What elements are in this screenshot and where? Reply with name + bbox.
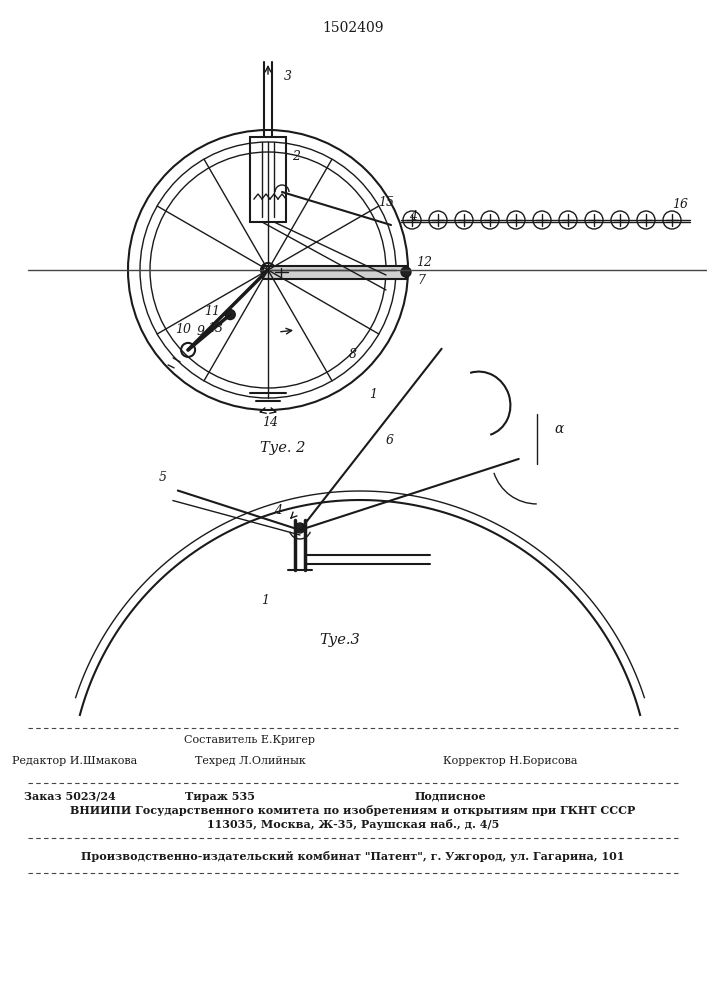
Text: Корректор Н.Борисова: Корректор Н.Борисова: [443, 756, 577, 766]
Bar: [250, 137, 286, 222]
Text: 1502409: 1502409: [322, 21, 384, 35]
Text: 16: 16: [672, 198, 688, 212]
Text: α: α: [554, 422, 563, 436]
Text: 13: 13: [207, 322, 223, 335]
Circle shape: [295, 523, 305, 533]
Text: Техред Л.Олийнык: Техред Л.Олийнык: [194, 756, 305, 766]
Text: 10: 10: [175, 323, 191, 336]
Text: Τуе. 2: Τуе. 2: [260, 441, 305, 455]
Text: 15: 15: [378, 196, 394, 209]
Text: 113035, Москва, Ж-35, Раушская наб., д. 4/5: 113035, Москва, Ж-35, Раушская наб., д. …: [207, 820, 499, 830]
Text: 1: 1: [369, 388, 377, 401]
Text: 8: 8: [349, 349, 357, 361]
Bar: [263, 266, 406, 279]
Text: ВНИИПИ Государственного комитета по изобретениям и открытиям при ГКНТ СССР: ВНИИПИ Государственного комитета по изоб…: [71, 806, 636, 816]
Text: 2: 2: [292, 150, 300, 163]
Text: Редактор И.Шмакова: Редактор И.Шмакова: [13, 756, 138, 766]
Circle shape: [401, 267, 411, 277]
Text: 5: 5: [159, 471, 167, 484]
Text: 14: 14: [262, 416, 278, 430]
Text: Составитель Е.Кригер: Составитель Е.Кригер: [185, 735, 315, 745]
Text: 7: 7: [417, 274, 425, 288]
Text: Производственно-издательский комбинат "Патент", г. Ужгород, ул. Гагарина, 101: Производственно-издательский комбинат "П…: [81, 850, 625, 861]
Text: 12: 12: [416, 256, 432, 269]
Text: Τуе.3: Τуе.3: [320, 633, 361, 647]
Text: 9: 9: [196, 325, 204, 338]
Text: Тираж 535: Тираж 535: [185, 790, 255, 802]
Text: 4: 4: [409, 211, 417, 224]
Circle shape: [226, 310, 235, 320]
Text: 1: 1: [261, 593, 269, 606]
Text: Заказ 5023/24: Заказ 5023/24: [24, 790, 116, 802]
Text: 4: 4: [274, 504, 282, 516]
Text: Подписное: Подписное: [414, 790, 486, 802]
Text: 3: 3: [284, 70, 292, 84]
Text: 6: 6: [386, 434, 394, 446]
Text: 11: 11: [204, 305, 220, 318]
